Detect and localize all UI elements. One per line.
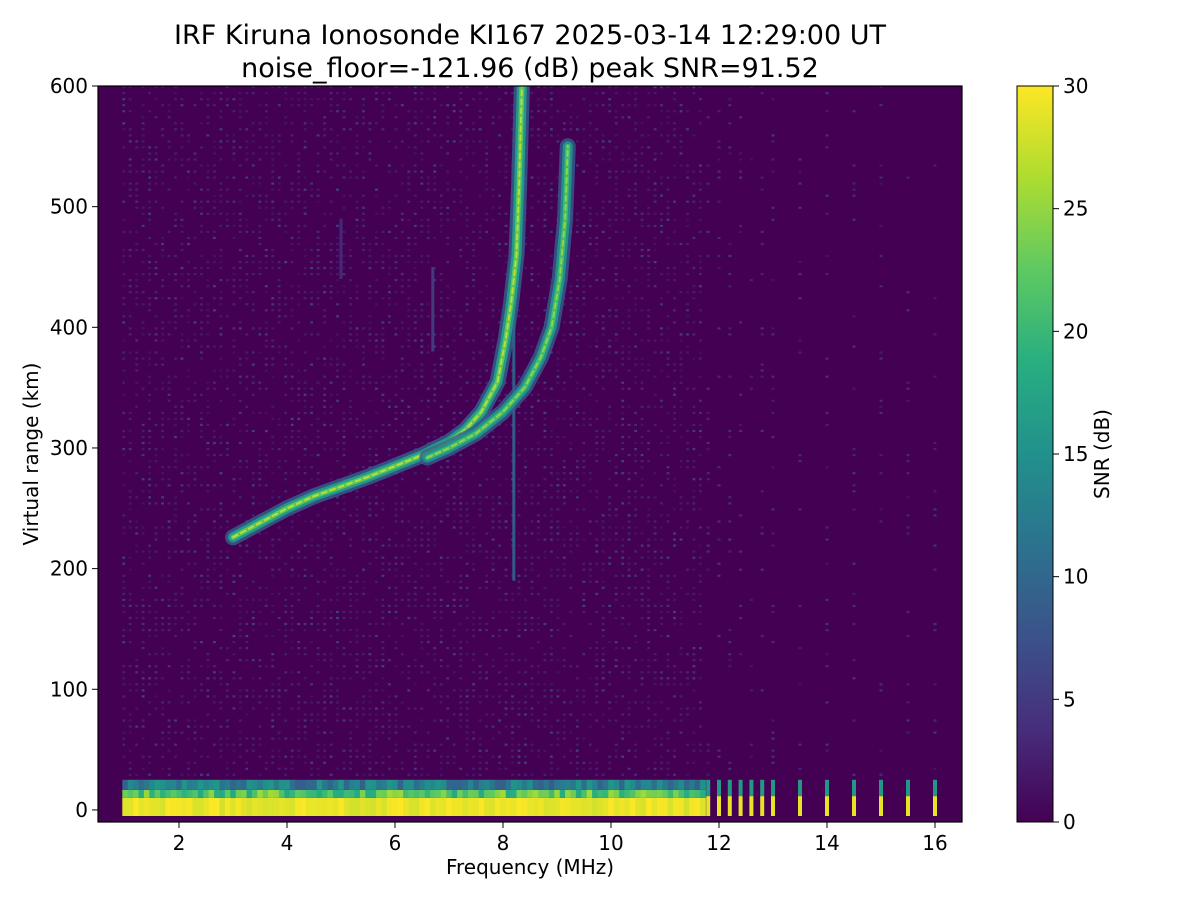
y-tick-label: 100 (50, 677, 88, 701)
x-tick-label: 2 (173, 831, 186, 855)
interference-line (339, 218, 343, 279)
x-tick-label: 16 (922, 831, 947, 855)
y-tick-label: 0 (75, 798, 88, 822)
y-tick-label: 500 (50, 195, 88, 219)
x-tick-label: 14 (814, 831, 839, 855)
x-tick-label: 10 (598, 831, 623, 855)
echo-trace-x-mode (419, 138, 576, 466)
x-axis-ticks: 2 4 6 8 10 12 14 16 (173, 822, 948, 855)
chart-title: IRF Kiruna Ionosonde KI167 2025-03-14 12… (174, 20, 887, 51)
x-tick-label: 6 (389, 831, 402, 855)
y-axis-ticks: 0 100 200 300 400 500 600 (50, 74, 98, 822)
y-tick-label: 600 (50, 74, 88, 98)
x-tick-label: 8 (497, 831, 510, 855)
colorbar-tick-label: 5 (1063, 687, 1076, 711)
chart-subtitle: noise_floor=-121.96 (dB) peak SNR=91.52 (241, 53, 819, 84)
colorbar (1016, 85, 1054, 823)
colorbar-tick-label: 30 (1063, 74, 1088, 98)
y-tick-label: 300 (50, 436, 88, 460)
colorbar-label: SNR (dB) (1090, 409, 1114, 499)
colorbar-ticks: 0 5 10 15 20 25 30 (1053, 74, 1088, 834)
plot-frame (97, 85, 963, 823)
colorbar-tick-label: 0 (1063, 810, 1076, 834)
noise-speckle (122, 86, 937, 776)
y-axis-label: Virtual range (km) (19, 363, 43, 546)
colorbar-tick-label: 15 (1063, 442, 1088, 466)
colorbar-tick-label: 10 (1063, 565, 1088, 589)
snr-heatmap (122, 86, 937, 816)
y-tick-label: 200 (50, 557, 88, 581)
interference-line (431, 267, 435, 352)
x-axis-label: Frequency (MHz) (446, 855, 614, 879)
x-tick-label: 12 (706, 831, 731, 855)
ground-echo-band (122, 779, 937, 816)
y-tick-label: 400 (50, 315, 88, 339)
colorbar-tick-label: 20 (1063, 319, 1088, 343)
interference-line (512, 303, 516, 581)
x-tick-label: 4 (281, 831, 294, 855)
colorbar-tick-label: 25 (1063, 197, 1088, 221)
plot-background (98, 86, 962, 822)
